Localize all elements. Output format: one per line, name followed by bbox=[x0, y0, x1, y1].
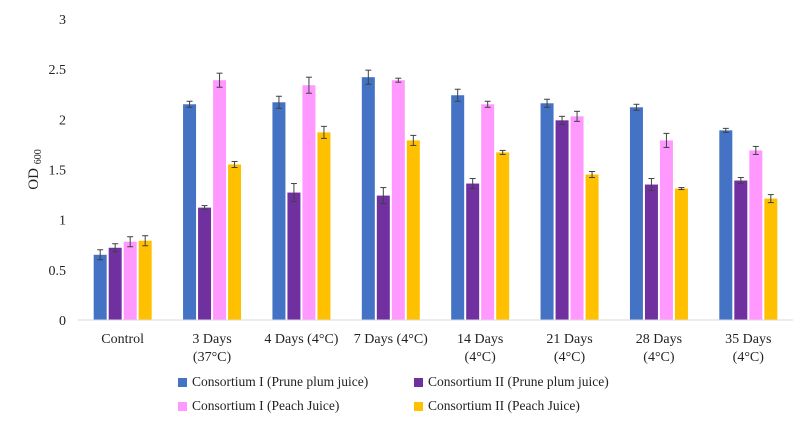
legend-label: Consortium I (Peach Juice) bbox=[192, 398, 340, 413]
bar bbox=[272, 102, 286, 320]
x-tick-label: 3 Days (37°C) bbox=[192, 332, 231, 365]
error-bar bbox=[380, 187, 387, 205]
bar bbox=[734, 180, 748, 320]
bar bbox=[406, 140, 420, 320]
bar bbox=[213, 80, 227, 320]
error-bar bbox=[231, 160, 238, 168]
legend-swatch bbox=[414, 401, 423, 411]
legend: Consortium I (Prune plum juice) Consorti… bbox=[178, 374, 638, 414]
y-tick-label: 3 bbox=[59, 13, 66, 28]
legend-label: Consortium II (Prune plum juice) bbox=[428, 374, 609, 389]
legend-label: Consortium II (Peach Juice) bbox=[428, 398, 580, 413]
error-bar bbox=[290, 183, 297, 203]
y-tick-label: 2 bbox=[59, 113, 66, 128]
error-bar bbox=[544, 98, 551, 108]
y-axis-label: OD 600 bbox=[26, 149, 44, 189]
error-bar bbox=[574, 110, 581, 122]
legend-item: Consortium I (Peach Juice) bbox=[178, 398, 414, 414]
bar bbox=[674, 188, 688, 320]
legend-item: Consortium I (Prune plum juice) bbox=[178, 374, 414, 390]
y-axis-title: OD 600 bbox=[26, 149, 44, 189]
legend-swatch bbox=[178, 401, 187, 411]
error-bar bbox=[648, 178, 655, 192]
bar bbox=[108, 247, 122, 320]
bar bbox=[123, 241, 137, 320]
bar bbox=[644, 184, 658, 320]
error-bar bbox=[737, 177, 744, 185]
x-tick-label: 14 Days (4°C) bbox=[457, 332, 503, 365]
bar bbox=[93, 254, 107, 320]
error-bar bbox=[275, 95, 282, 109]
error-bar bbox=[663, 132, 670, 148]
y-tick-label: 1.5 bbox=[49, 164, 67, 179]
bar bbox=[481, 104, 495, 321]
bar bbox=[138, 240, 152, 320]
error-bar bbox=[305, 76, 312, 94]
error-bar bbox=[484, 100, 491, 108]
bar bbox=[391, 80, 405, 320]
error-bar bbox=[201, 205, 208, 211]
legend-swatch bbox=[414, 377, 423, 387]
bar bbox=[466, 183, 480, 320]
bar bbox=[228, 164, 242, 320]
error-bar bbox=[499, 149, 506, 155]
y-axis-ticks: 0 0.5 1 1.5 2 2.5 3 bbox=[49, 13, 67, 329]
y-tick-label: 0 bbox=[59, 314, 66, 329]
bar bbox=[749, 150, 763, 320]
bar bbox=[317, 132, 331, 320]
legend-swatch bbox=[178, 377, 187, 387]
bar bbox=[540, 103, 554, 320]
x-tick-label: 28 Days (4°C) bbox=[636, 332, 682, 365]
y-tick-label: 1 bbox=[59, 214, 66, 229]
error-bar bbox=[752, 145, 759, 155]
error-bar bbox=[678, 187, 685, 191]
bar bbox=[496, 152, 510, 320]
bar bbox=[555, 120, 569, 320]
error-bar bbox=[142, 235, 149, 247]
bar bbox=[361, 77, 375, 321]
error-bar bbox=[127, 236, 134, 248]
x-tick-label: 4 Days (4°C) bbox=[264, 332, 338, 347]
bar bbox=[659, 140, 673, 320]
x-tick-label: 35 Days (4°C) bbox=[725, 332, 771, 365]
y-tick-label: 0.5 bbox=[49, 264, 67, 279]
bar bbox=[287, 192, 301, 320]
bar bbox=[183, 104, 197, 321]
bars bbox=[93, 77, 778, 321]
x-tick-label: 7 Days (4°C) bbox=[354, 332, 428, 347]
error-bar bbox=[559, 115, 566, 125]
bar bbox=[764, 198, 778, 320]
legend-item: Consortium II (Peach Juice) bbox=[414, 398, 638, 414]
error-bar bbox=[722, 127, 729, 133]
error-bar bbox=[410, 134, 417, 146]
bar bbox=[376, 195, 390, 320]
error-bar bbox=[97, 249, 104, 261]
error-bar bbox=[767, 194, 774, 204]
error-bar bbox=[112, 243, 119, 253]
error-bar bbox=[186, 100, 193, 108]
error-bar bbox=[633, 103, 640, 111]
error-bar bbox=[454, 88, 461, 102]
bar bbox=[302, 85, 316, 320]
bar bbox=[451, 95, 465, 321]
legend-item: Consortium II (Prune plum juice) bbox=[414, 374, 638, 390]
error-bar bbox=[216, 72, 223, 88]
bar bbox=[629, 107, 643, 320]
bar bbox=[585, 174, 599, 320]
error-bars bbox=[97, 69, 774, 261]
error-bar bbox=[365, 69, 372, 85]
legend-label: Consortium I (Prune plum juice) bbox=[192, 374, 369, 389]
x-axis-labels: Control 3 Days (37°C) 4 Days (4°C) 7 Days (4… bbox=[101, 332, 771, 365]
y-tick-label: 2.5 bbox=[49, 63, 67, 78]
bar bbox=[570, 116, 584, 320]
error-bar bbox=[395, 77, 402, 83]
bar bbox=[719, 130, 733, 320]
error-bar bbox=[469, 178, 476, 190]
x-tick-label: 21 Days (4°C) bbox=[546, 332, 592, 365]
x-tick-label: Control bbox=[101, 332, 144, 347]
bar bbox=[198, 207, 212, 320]
error-bar bbox=[320, 125, 327, 139]
error-bar bbox=[589, 171, 596, 179]
